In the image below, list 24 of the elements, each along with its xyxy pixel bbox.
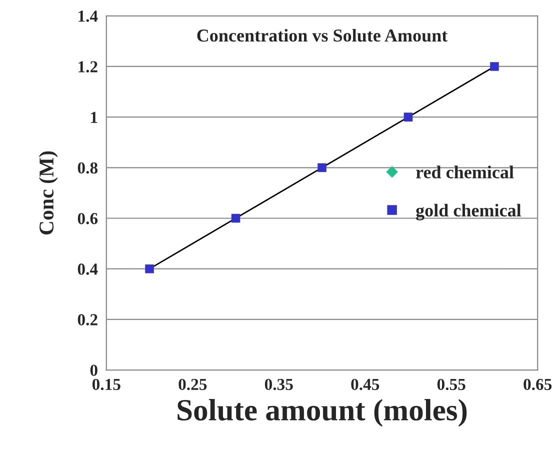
legend-label: red chemical bbox=[416, 166, 514, 178]
y-tick-label: 0 bbox=[90, 364, 98, 376]
point bbox=[404, 112, 413, 122]
point bbox=[145, 264, 154, 274]
y-axis-title: Conc (M) bbox=[38, 151, 58, 234]
point bbox=[231, 214, 240, 223]
y-tick-label: 1 bbox=[91, 112, 98, 123]
x-tick-label: 0.65 bbox=[524, 378, 552, 390]
x-tick-label: 0.15 bbox=[92, 378, 120, 390]
y-tick-label: 0.6 bbox=[78, 212, 98, 224]
text: Concentration vs Solute Amount bbox=[197, 28, 448, 42]
x-tick-label: 0.55 bbox=[437, 378, 466, 390]
y-tick-label: 1.4 bbox=[78, 10, 98, 22]
x-tick-label: 0.35 bbox=[264, 378, 293, 390]
x-axis-title: Solute amount (moles) bbox=[178, 399, 467, 427]
y-tick-label: 1.2 bbox=[78, 61, 98, 72]
y-tick-label: 0.4 bbox=[78, 264, 98, 275]
y-tick-label: 0.8 bbox=[78, 162, 98, 174]
legend-label: gold chemical bbox=[416, 204, 522, 220]
x-tick-label: 0.25 bbox=[178, 378, 207, 390]
y-tick-label: 0.2 bbox=[78, 314, 98, 326]
x-tick-label: 0.45 bbox=[351, 378, 380, 390]
point bbox=[318, 163, 326, 172]
point bbox=[490, 62, 499, 71]
